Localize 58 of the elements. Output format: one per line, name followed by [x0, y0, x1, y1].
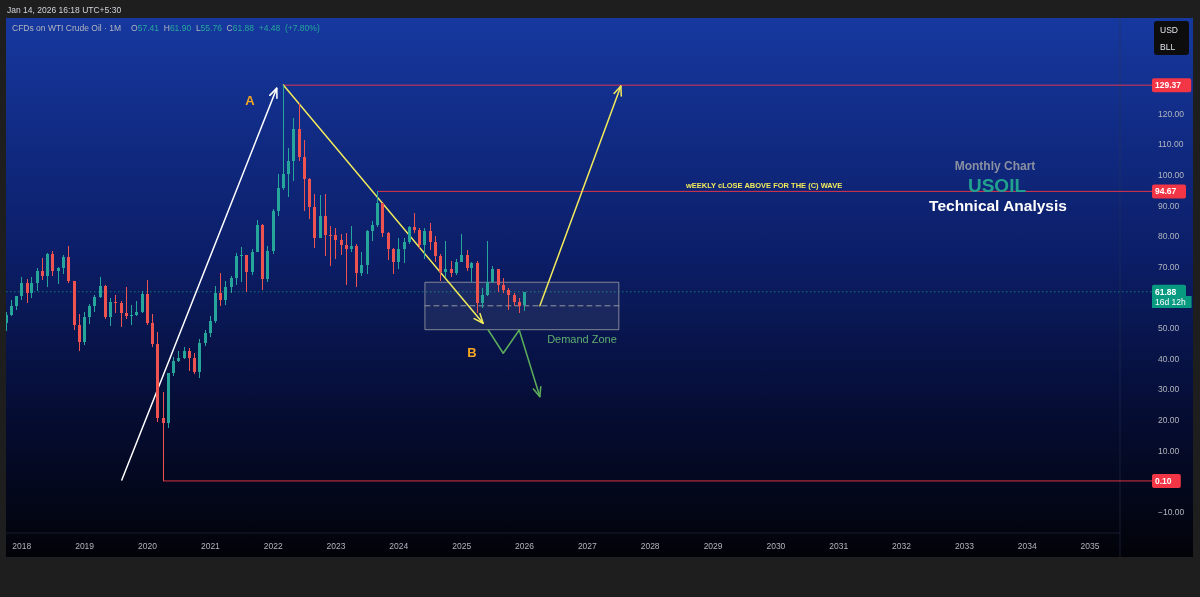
- annotation: Monthly Chart: [954, 159, 1036, 173]
- annotation: Technical Analysis: [929, 196, 1067, 214]
- x-tick-label: 2030: [766, 541, 786, 551]
- x-tick-label: 2018: [12, 541, 32, 551]
- candlestick: [350, 226, 353, 252]
- candlestick: [240, 247, 243, 282]
- annotation: USOIL: [967, 174, 1027, 196]
- candlestick: [130, 305, 133, 325]
- y-tick-label: 100.00: [1158, 170, 1185, 181]
- candlestick: [6, 312, 8, 331]
- candlestick: [162, 392, 165, 481]
- ref-line-label: 129.37: [1155, 80, 1182, 91]
- y-tick-label: 20.00: [1158, 415, 1180, 426]
- x-tick-label: 2029: [703, 541, 723, 551]
- x-tick-label: 2035: [1080, 541, 1100, 551]
- annotation: Demand Zone: [547, 333, 617, 345]
- candlestick: [125, 287, 128, 319]
- x-tick-label: 2031: [829, 541, 849, 551]
- x-tick-label: 2028: [640, 541, 660, 551]
- ref-line-label: 94.67: [1155, 186, 1177, 197]
- x-tick-label: 2020: [137, 541, 158, 551]
- x-tick-label: 2032: [892, 541, 912, 551]
- candlestick: [413, 213, 416, 233]
- x-tick-label: 2021: [200, 541, 221, 551]
- y-tick-label: 110.00: [1158, 139, 1184, 150]
- y-tick-label: −10.00: [1158, 506, 1185, 517]
- y-tick-label: 80.00: [1158, 231, 1180, 242]
- x-tick-label: 2033: [955, 541, 975, 551]
- text: USD: [1160, 25, 1178, 35]
- y-tick-label: 120.00: [1158, 108, 1185, 119]
- y-tick-label: 70.00: [1158, 261, 1180, 272]
- y-tick-label: 40.00: [1158, 353, 1180, 364]
- text: CFDs on WTI Crude Oil · 1M: [12, 23, 122, 33]
- candlestick: [329, 226, 332, 266]
- y-tick-label: 30.00: [1158, 384, 1180, 395]
- y-tick-label: 10.00: [1158, 445, 1180, 456]
- text: Jan 14, 2026 16:18 UTC+5:30: [7, 5, 122, 15]
- text: 16d 12h: [1155, 297, 1186, 307]
- x-tick-label: 2025: [452, 541, 472, 551]
- candlestick: [114, 295, 117, 313]
- x-tick-label: 2034: [1017, 541, 1037, 551]
- x-tick-label: 2019: [75, 541, 95, 551]
- y-tick-label: 90.00: [1158, 200, 1180, 211]
- annotation: A: [245, 92, 256, 108]
- x-tick-label: 2023: [326, 541, 346, 551]
- y-tick-label: 50.00: [1158, 323, 1180, 334]
- x-tick-label: 2022: [263, 541, 283, 551]
- candlestick: [282, 85, 285, 190]
- candlestick: [444, 241, 447, 277]
- ref-line-label: 0.10: [1155, 475, 1172, 486]
- text: BLL: [1160, 42, 1176, 52]
- x-tick-label: 2024: [389, 541, 409, 551]
- x-tick-label: 2026: [515, 541, 535, 551]
- annotation: B: [467, 344, 477, 360]
- candlestick: [345, 233, 348, 285]
- ref-line-label: 61.88: [1155, 286, 1177, 297]
- x-tick-label: 2027: [577, 541, 598, 551]
- text: O57.41 H61.90 L55.76 C61.88 +4.48 (+7.80%): [131, 23, 320, 33]
